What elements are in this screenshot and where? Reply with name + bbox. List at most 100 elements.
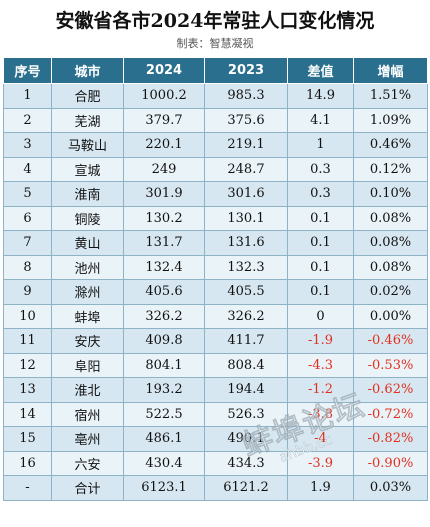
cell-city: 铜陵 [51, 205, 124, 231]
population-table: 序号 城市 2024 2023 差值 增幅 1 合肥 1000.2 985.3 14.9… [3, 57, 428, 501]
table-row: 16 六安 430.4 434.3 -3.9 -0.90% [3, 450, 428, 476]
cell-city: 宣城 [51, 156, 124, 182]
cell-city: 马鞍山 [51, 132, 124, 158]
cell-city: 黄山 [51, 230, 124, 256]
cell-city: 安庆 [51, 328, 124, 354]
cell-index: 2 [3, 107, 52, 133]
table-row: 1 合肥 1000.2 985.3 14.9 1.51% [3, 83, 428, 109]
cell-city: 淮南 [51, 181, 124, 207]
cell-diff: 1 [287, 132, 354, 158]
cell-2024: 193.2 [123, 377, 205, 403]
cell-growth: -0.82% [353, 426, 428, 452]
header-2024: 2024 [123, 57, 205, 84]
cell-growth: 1.51% [353, 83, 428, 109]
cell-diff: -1.2 [287, 377, 354, 403]
cell-2024: 405.6 [123, 279, 205, 305]
cell-2023: 326.2 [204, 303, 288, 329]
table-body: 1 合肥 1000.2 985.3 14.9 1.51% 2 芜湖 379.7 375.6 4.1 1… [3, 83, 428, 501]
cell-growth: 0.08% [353, 230, 428, 256]
table-row: 13 淮北 193.2 194.4 -1.2 -0.62% [3, 377, 428, 403]
header-diff: 差值 [287, 57, 354, 84]
table-row: 4 宣城 249 248.7 0.3 0.12% [3, 156, 428, 182]
cell-2023: 130.1 [204, 205, 288, 231]
table-row: 10 蚌埠 326.2 326.2 0 0.00% [3, 303, 428, 329]
cell-city: 合肥 [51, 83, 124, 109]
cell-2023: 219.1 [204, 132, 288, 158]
cell-diff: 0.1 [287, 279, 354, 305]
cell-city: 池州 [51, 254, 124, 280]
cell-index: 7 [3, 230, 52, 256]
cell-diff: 14.9 [287, 83, 354, 109]
cell-city: 滁州 [51, 279, 124, 305]
table-row: 2 芜湖 379.7 375.6 4.1 1.09% [3, 107, 428, 133]
cell-2024: 132.4 [123, 254, 205, 280]
cell-2023: 405.5 [204, 279, 288, 305]
cell-city: 亳州 [51, 426, 124, 452]
cell-2023: 131.6 [204, 230, 288, 256]
cell-index: 5 [3, 181, 52, 207]
cell-2024: 249 [123, 156, 205, 182]
total-cell-city: 合计 [51, 475, 124, 501]
cell-diff: 0.1 [287, 205, 354, 231]
cell-index: 14 [3, 401, 52, 427]
table-row: 7 黄山 131.7 131.6 0.1 0.08% [3, 230, 428, 256]
cell-2023: 375.6 [204, 107, 288, 133]
cell-2023: 132.3 [204, 254, 288, 280]
table-row: 8 池州 132.4 132.3 0.1 0.08% [3, 254, 428, 280]
cell-city: 淮北 [51, 377, 124, 403]
cell-city: 蚌埠 [51, 303, 124, 329]
cell-index: 1 [3, 83, 52, 109]
cell-diff: -4.3 [287, 352, 354, 378]
cell-diff: -3.8 [287, 401, 354, 427]
cell-growth: 0.00% [353, 303, 428, 329]
cell-growth: 0.46% [353, 132, 428, 158]
total-cell-2024: 6123.1 [123, 475, 205, 501]
cell-index: 10 [3, 303, 52, 329]
cell-2023: 434.3 [204, 450, 288, 476]
cell-index: 15 [3, 426, 52, 452]
page-title: 安徽省各市2024年常驻人口变化情况 [55, 10, 375, 32]
cell-growth: -0.46% [353, 328, 428, 354]
cell-diff: 0.3 [287, 156, 354, 182]
cell-diff: 0.1 [287, 230, 354, 256]
cell-diff: -4 [287, 426, 354, 452]
cell-growth: 1.09% [353, 107, 428, 133]
table-row: 15 亳州 486.1 490.1 -4 -0.82% [3, 426, 428, 452]
cell-growth: -0.53% [353, 352, 428, 378]
header-city: 城市 [51, 57, 124, 84]
cell-index: 8 [3, 254, 52, 280]
cell-2024: 379.7 [123, 107, 205, 133]
cell-2024: 804.1 [123, 352, 205, 378]
cell-2024: 130.2 [123, 205, 205, 231]
cell-diff: 0 [287, 303, 354, 329]
table-total-row: - 合计 6123.1 6121.2 1.9 0.03% [3, 475, 428, 501]
cell-city: 阜阳 [51, 352, 124, 378]
cell-city: 芜湖 [51, 107, 124, 133]
cell-diff: 4.1 [287, 107, 354, 133]
cell-2023: 490.1 [204, 426, 288, 452]
table-row: 3 马鞍山 220.1 219.1 1 0.46% [3, 132, 428, 158]
cell-diff: 0.3 [287, 181, 354, 207]
cell-index: 11 [3, 328, 52, 354]
cell-index: 13 [3, 377, 52, 403]
cell-index: 9 [3, 279, 52, 305]
table-row: 14 宿州 522.5 526.3 -3.8 -0.72% [3, 401, 428, 427]
cell-2023: 248.7 [204, 156, 288, 182]
cell-2024: 326.2 [123, 303, 205, 329]
cell-index: 4 [3, 156, 52, 182]
cell-city: 六安 [51, 450, 124, 476]
cell-growth: -0.62% [353, 377, 428, 403]
cell-growth: 0.12% [353, 156, 428, 182]
header-growth: 增幅 [353, 57, 428, 84]
cell-growth: 0.10% [353, 181, 428, 207]
cell-2024: 131.7 [123, 230, 205, 256]
cell-diff: -3.9 [287, 450, 354, 476]
cell-2024: 1000.2 [123, 83, 205, 109]
cell-2023: 301.6 [204, 181, 288, 207]
cell-diff: 0.1 [287, 254, 354, 280]
cell-growth: 0.02% [353, 279, 428, 305]
header-index: 序号 [3, 57, 52, 84]
cell-2023: 411.7 [204, 328, 288, 354]
table-header-row: 序号 城市 2024 2023 差值 增幅 [3, 57, 428, 84]
cell-2024: 301.9 [123, 181, 205, 207]
